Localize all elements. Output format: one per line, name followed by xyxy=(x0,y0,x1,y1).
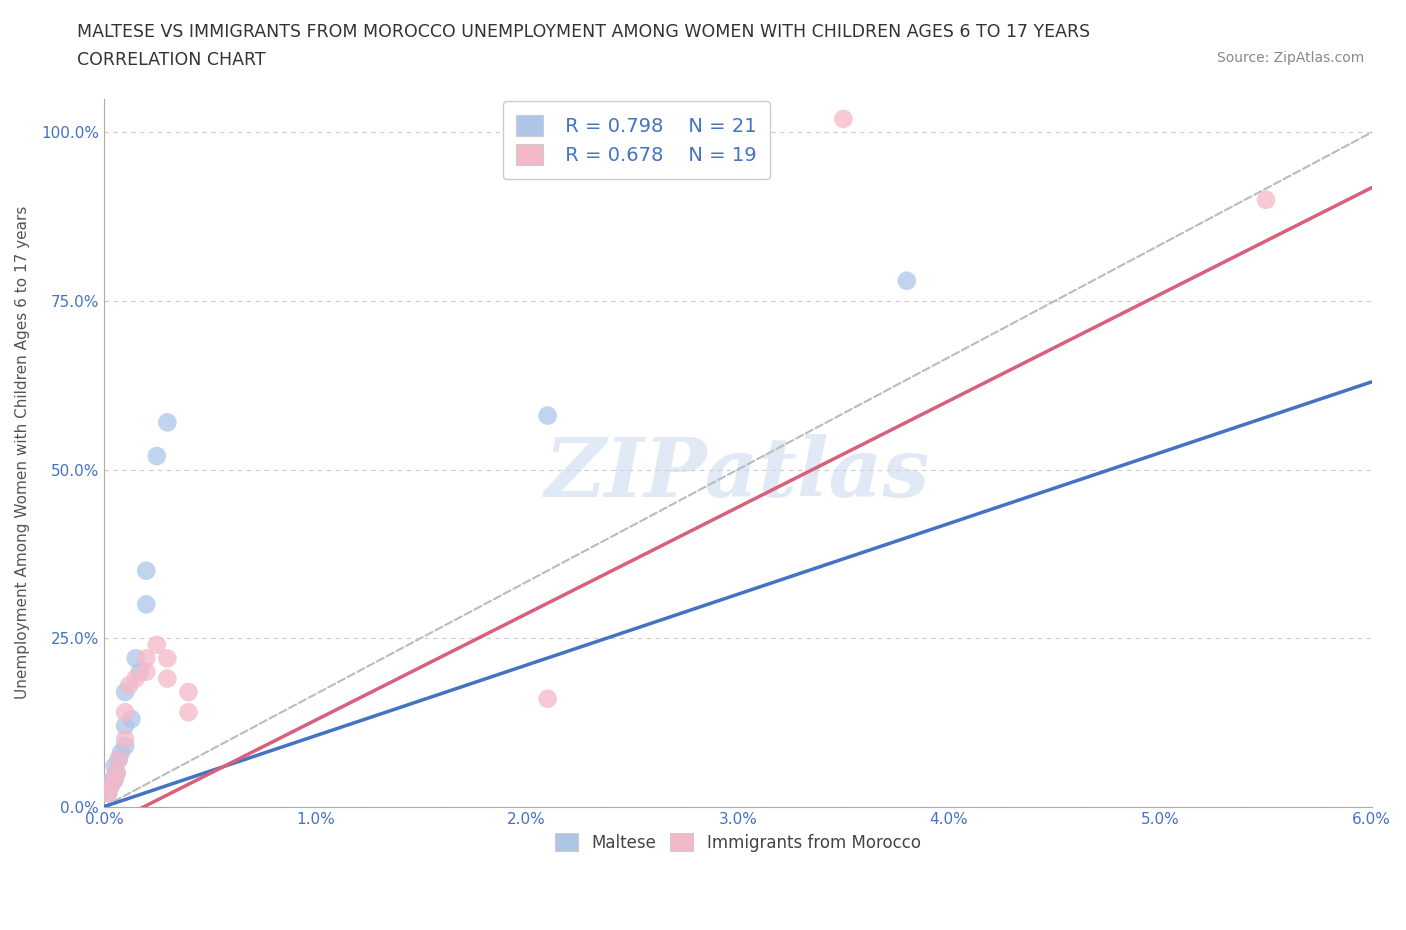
Point xyxy=(118,678,141,693)
Point xyxy=(114,684,136,699)
Point xyxy=(105,765,128,780)
Point xyxy=(156,671,179,686)
Point xyxy=(177,705,200,720)
Point xyxy=(128,664,150,679)
Point xyxy=(114,718,136,733)
Point xyxy=(107,752,129,767)
Point xyxy=(114,732,136,747)
Point xyxy=(156,415,179,430)
Point xyxy=(832,112,855,126)
Point xyxy=(146,637,169,652)
Point xyxy=(124,671,146,686)
Point xyxy=(135,597,157,612)
Point xyxy=(536,691,558,706)
Point xyxy=(107,752,129,767)
Point xyxy=(135,564,157,578)
Text: ZIPatlas: ZIPatlas xyxy=(546,434,931,514)
Point xyxy=(536,408,558,423)
Point xyxy=(1254,193,1277,207)
Point xyxy=(120,711,142,726)
Point xyxy=(101,772,124,787)
Point xyxy=(97,786,120,801)
Point xyxy=(135,664,157,679)
Point xyxy=(146,448,169,463)
Point xyxy=(124,651,146,666)
Text: CORRELATION CHART: CORRELATION CHART xyxy=(77,51,266,69)
Point xyxy=(156,651,179,666)
Y-axis label: Unemployment Among Women with Children Ages 6 to 17 years: Unemployment Among Women with Children A… xyxy=(15,206,30,699)
Point xyxy=(103,772,125,787)
Legend: Maltese, Immigrants from Morocco: Maltese, Immigrants from Morocco xyxy=(548,827,927,858)
Point xyxy=(110,745,132,760)
Point xyxy=(98,779,121,794)
Text: Source: ZipAtlas.com: Source: ZipAtlas.com xyxy=(1216,51,1364,65)
Point xyxy=(103,772,125,787)
Point xyxy=(98,779,121,794)
Point xyxy=(177,684,200,699)
Text: MALTESE VS IMMIGRANTS FROM MOROCCO UNEMPLOYMENT AMONG WOMEN WITH CHILDREN AGES 6: MALTESE VS IMMIGRANTS FROM MOROCCO UNEMP… xyxy=(77,23,1091,41)
Point xyxy=(114,705,136,720)
Point xyxy=(103,759,125,774)
Point xyxy=(135,651,157,666)
Point xyxy=(105,765,128,780)
Point xyxy=(896,273,918,288)
Point xyxy=(97,786,120,801)
Point xyxy=(114,738,136,753)
